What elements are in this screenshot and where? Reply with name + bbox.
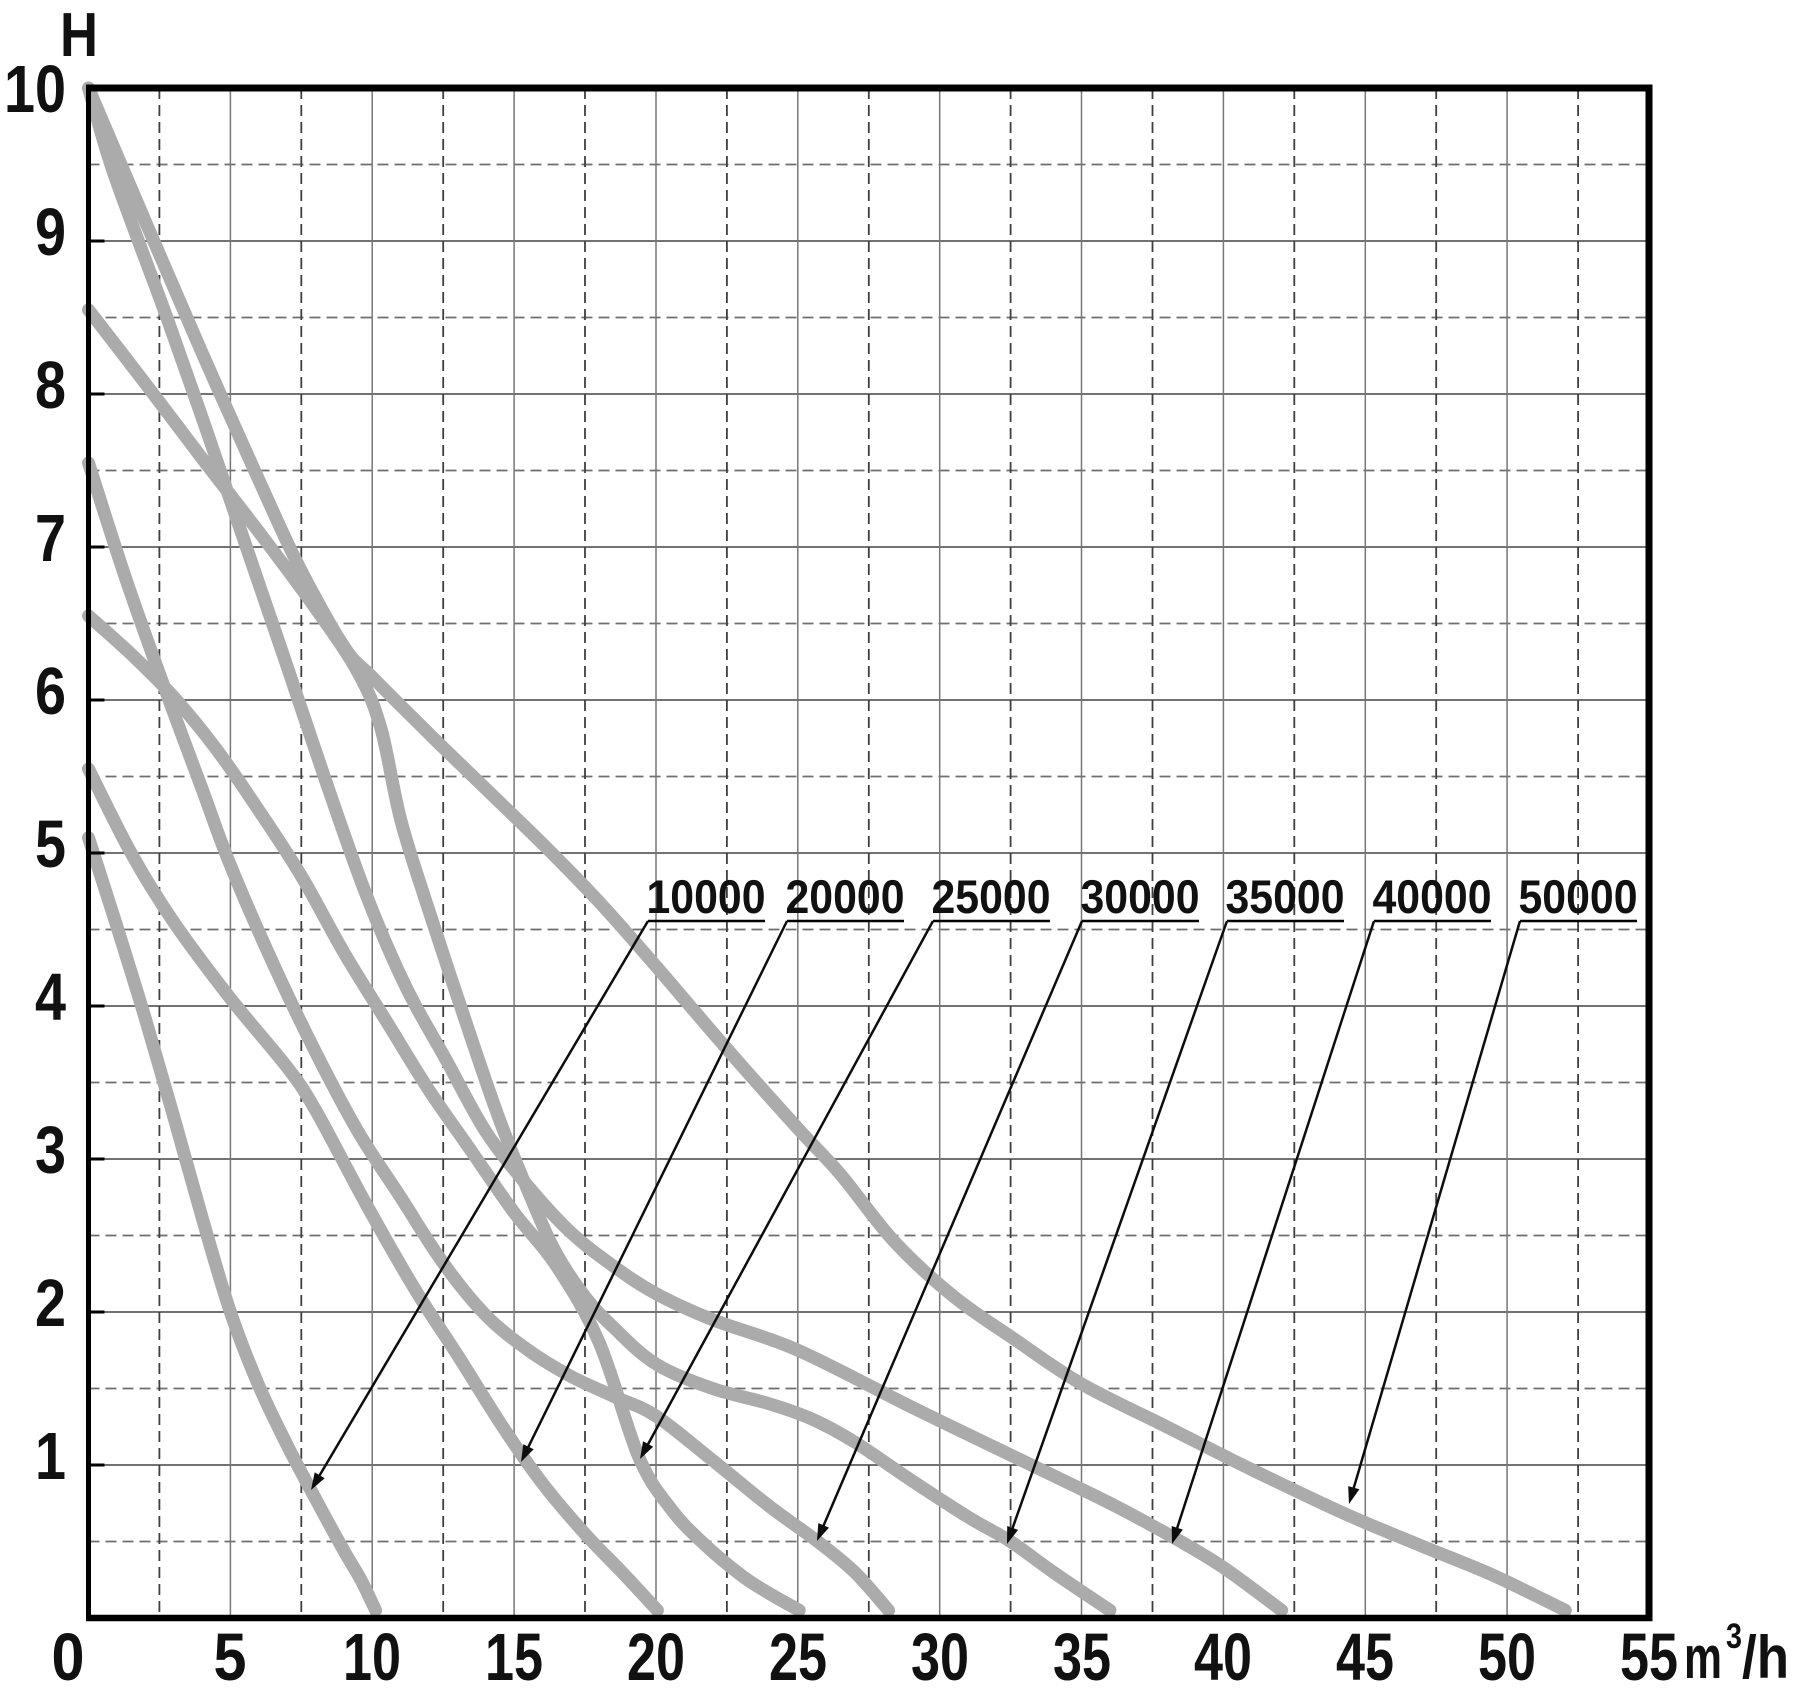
svg-text:35000: 35000 — [1226, 870, 1345, 923]
svg-text:5: 5 — [35, 807, 66, 882]
svg-text:20000: 20000 — [786, 870, 905, 923]
svg-text:30: 30 — [911, 1620, 969, 1692]
svg-text:10: 10 — [4, 52, 66, 127]
svg-text:1: 1 — [35, 1419, 66, 1494]
svg-text:30000: 30000 — [1081, 870, 1200, 923]
svg-text:45: 45 — [1336, 1620, 1394, 1692]
svg-text:6: 6 — [35, 654, 66, 729]
svg-text:9: 9 — [35, 195, 66, 270]
svg-text:H: H — [60, 1, 98, 70]
svg-text:7: 7 — [35, 501, 66, 576]
svg-text:55: 55 — [1620, 1620, 1678, 1692]
svg-text:4: 4 — [35, 960, 66, 1035]
svg-text:m: m — [1684, 1624, 1722, 1691]
svg-text:50: 50 — [1478, 1620, 1536, 1692]
svg-text:20: 20 — [627, 1620, 685, 1692]
svg-text:5: 5 — [214, 1620, 247, 1692]
svg-text:25000: 25000 — [932, 870, 1051, 923]
svg-text:8: 8 — [35, 348, 66, 423]
svg-text:3: 3 — [1726, 1617, 1742, 1656]
svg-text:50000: 50000 — [1519, 870, 1638, 923]
svg-text:10: 10 — [343, 1620, 401, 1692]
svg-text:10000: 10000 — [647, 870, 766, 923]
svg-text:2: 2 — [35, 1266, 66, 1341]
svg-text:/h: /h — [1742, 1624, 1789, 1691]
svg-text:0: 0 — [52, 1620, 85, 1692]
svg-text:3: 3 — [35, 1113, 66, 1188]
svg-text:40000: 40000 — [1373, 870, 1492, 923]
svg-text:25: 25 — [769, 1620, 827, 1692]
svg-text:15: 15 — [485, 1620, 543, 1692]
svg-text:35: 35 — [1053, 1620, 1111, 1692]
svg-text:40: 40 — [1194, 1620, 1252, 1692]
